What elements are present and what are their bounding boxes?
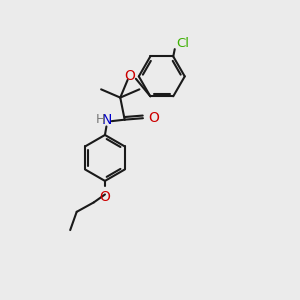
Text: O: O <box>148 111 159 125</box>
Text: N: N <box>101 113 112 127</box>
Text: H: H <box>95 113 105 126</box>
Text: O: O <box>124 69 135 83</box>
Text: Cl: Cl <box>176 37 189 50</box>
Text: O: O <box>100 190 110 204</box>
